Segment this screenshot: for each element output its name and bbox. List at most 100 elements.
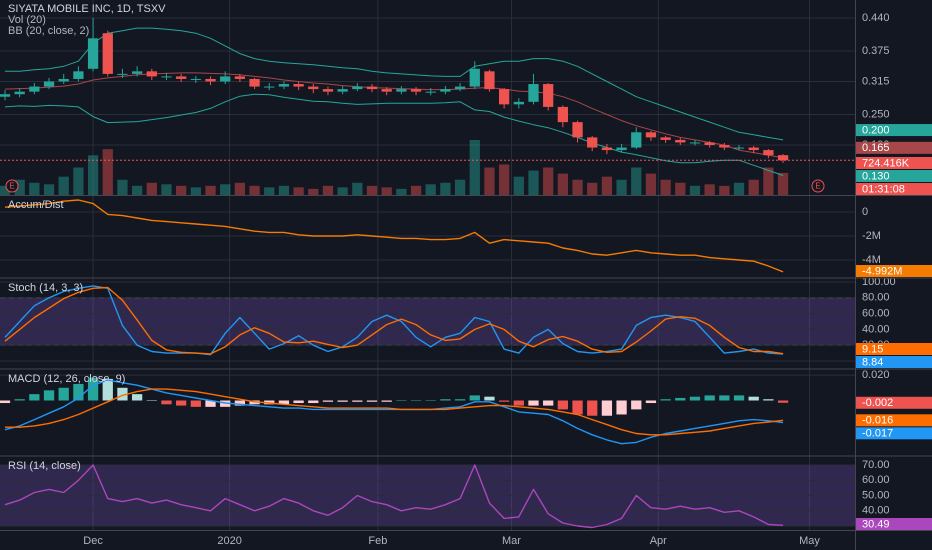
volume-bar <box>528 170 539 195</box>
histogram-bar <box>513 400 524 406</box>
mark-layer <box>0 17 855 529</box>
y-tick-label: 0.440 <box>862 12 890 24</box>
histogram-bar <box>440 399 451 401</box>
candle-body <box>410 89 422 92</box>
volume-bar <box>660 179 671 195</box>
pane-title: Stoch (14, 3, 3) <box>8 282 83 294</box>
volume-bar <box>410 185 422 195</box>
series-line <box>4 93 784 176</box>
value-box <box>856 396 932 409</box>
candle-body <box>660 137 671 140</box>
candle-body <box>146 71 157 77</box>
time-tick-label: Mar <box>502 535 521 547</box>
series-line <box>4 286 784 355</box>
candle-body <box>454 86 466 90</box>
volume-bar <box>396 188 407 195</box>
histogram-bar <box>190 400 201 407</box>
histogram-bar <box>0 400 11 404</box>
candle-body <box>87 38 99 69</box>
y-tick-label: 0.315 <box>862 75 890 87</box>
volume-bar <box>543 167 554 195</box>
histogram-bar <box>29 394 40 401</box>
value-box <box>856 427 932 440</box>
histogram-bar <box>777 400 789 403</box>
volume-bar <box>176 185 187 195</box>
value-box <box>856 157 932 169</box>
volume-bar <box>0 185 11 195</box>
candle-body <box>131 71 143 74</box>
value-box <box>856 170 932 182</box>
candle-body <box>205 78 216 82</box>
time-tick-label: Feb <box>368 535 387 547</box>
candle-body <box>748 147 759 151</box>
y-tick-label: 60.00 <box>862 307 890 319</box>
value-box-label: 0.200 <box>862 124 890 136</box>
volume-bar <box>117 179 128 195</box>
volume-bar <box>264 187 275 195</box>
histogram-bar <box>528 400 539 406</box>
value-box-label: 8.84 <box>862 356 883 368</box>
histogram-bar <box>205 400 216 407</box>
volume-bar <box>278 185 290 195</box>
series-line <box>5 27 784 141</box>
candle-body <box>469 68 480 87</box>
candle-body <box>176 76 187 79</box>
histogram-bar <box>14 399 25 401</box>
volume-bar <box>366 185 378 195</box>
value-box <box>856 141 932 154</box>
candle-body <box>366 86 378 90</box>
value-box-label: 01:31:08 <box>862 183 905 195</box>
volume-bar <box>234 182 246 195</box>
volume-bar <box>29 182 40 195</box>
legend-item: BB (20, close, 2) <box>8 25 89 37</box>
histogram-bar <box>73 383 84 401</box>
value-box <box>856 265 932 277</box>
candle-body <box>14 91 25 95</box>
histogram-bar <box>719 395 730 401</box>
candle-body <box>440 89 451 92</box>
histogram-bar <box>704 395 715 401</box>
candle-body <box>763 150 774 156</box>
y-tick-label: 40.00 <box>862 505 890 517</box>
value-box <box>856 183 932 195</box>
y-tick-label: -4M <box>862 254 881 266</box>
volume-bar <box>352 182 363 195</box>
volume-bar <box>308 188 319 195</box>
time-tick-label: May <box>799 535 820 547</box>
histogram-bar <box>689 396 701 401</box>
volume-bar <box>249 185 260 195</box>
histogram-bar <box>117 387 128 401</box>
candle-body <box>337 89 348 92</box>
earnings-marker[interactable]: E <box>811 179 825 193</box>
earnings-marker-label: E <box>815 182 820 191</box>
candle-body <box>43 81 55 87</box>
histogram-bar <box>557 400 568 410</box>
y-tick-label: 100.00 <box>862 276 896 288</box>
candle-body <box>645 132 657 138</box>
y-tick-label: 40.00 <box>862 323 890 335</box>
volume-bar <box>557 173 568 195</box>
candle-body <box>675 139 686 143</box>
value-box <box>856 343 932 355</box>
histogram-bar <box>469 395 480 401</box>
earnings-marker[interactable]: E <box>5 179 19 193</box>
histogram-bar <box>410 400 422 401</box>
volume-bar <box>454 179 466 195</box>
histogram-bar <box>176 400 187 406</box>
volume-bar <box>616 179 627 195</box>
candle-body <box>631 132 642 148</box>
candle-body <box>102 33 113 74</box>
value-box-label: 9.15 <box>862 343 883 355</box>
histogram-bar <box>616 400 627 415</box>
volume-bar <box>777 172 789 195</box>
candle-body <box>572 122 583 138</box>
volume-bar <box>381 187 392 195</box>
candle-body <box>704 142 715 146</box>
candle-body <box>396 89 407 92</box>
volume-bar <box>205 185 216 195</box>
candle-body <box>425 91 436 93</box>
series-line <box>4 199 784 273</box>
volume-bar <box>719 185 730 195</box>
pane-title: Accum/Dist <box>8 199 64 211</box>
histogram-bar <box>733 395 745 401</box>
